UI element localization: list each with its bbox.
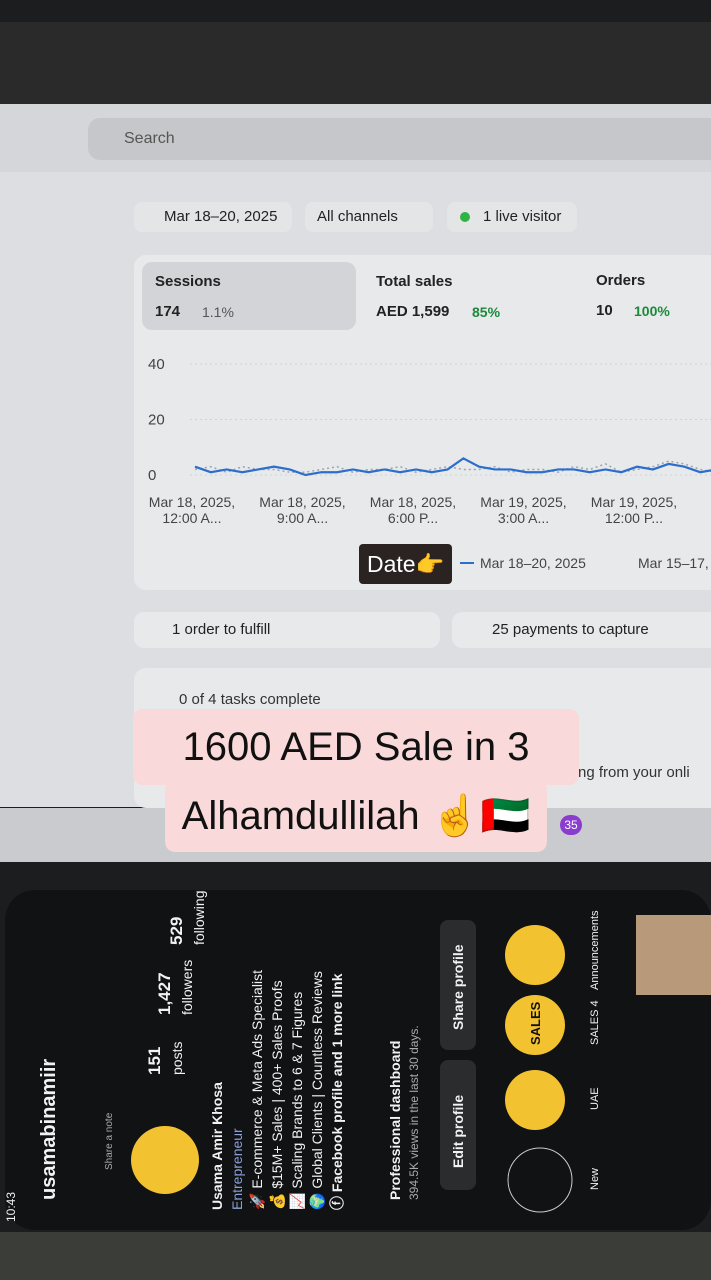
search-text: Search (124, 130, 175, 147)
phone-shadow (0, 1232, 711, 1280)
metric-value: 10 (596, 302, 613, 319)
edit-label: Edit profile (450, 1095, 466, 1168)
highlight-label: Announcements (589, 910, 601, 990)
highlight[interactable] (505, 995, 565, 1055)
highlight-label: New (589, 1168, 601, 1190)
sticker-line: Alhamdullilah ☝️🇦🇪 (165, 780, 547, 852)
phone: 10:43 usamabinamiir Share a note 151 pos… (4, 890, 711, 1230)
highlight-badge: SALES (528, 1001, 543, 1045)
stat-label: followers (179, 960, 195, 1015)
metric-change: 1.1% (202, 304, 234, 320)
legend-current: Mar 18–20, 2025 (480, 555, 586, 571)
y-tick-label: 40 (148, 356, 165, 373)
stat-value: 529 (167, 917, 186, 945)
bio-line: 🌍 Global Clients | Countless Reviews (309, 971, 326, 1210)
tasks-progress: 0 of 4 tasks complete (179, 691, 321, 708)
payments-card[interactable]: 25 payments to capture (452, 612, 711, 648)
highlight-label: UAE (589, 1087, 601, 1110)
time: 10:43 (4, 1192, 18, 1222)
share-label: Share profile (450, 944, 466, 1030)
username: usamabinamiir (38, 1059, 60, 1200)
series-line (194, 460, 711, 474)
stat-value: 151 (145, 1047, 164, 1075)
dashboard[interactable]: Professional dashboard (387, 1041, 403, 1200)
x-tick-label: Mar 19, 2025, 12:00 P... (590, 494, 678, 526)
bio-line: 🚀 E-commerce & Meta Ads Specialist (249, 970, 266, 1210)
chart: 0 20 40 (148, 356, 711, 484)
stat-label: posts (169, 1042, 185, 1075)
photo (636, 915, 711, 995)
avatar[interactable] (131, 1126, 199, 1194)
sticker-line: 1600 AED Sale in 3 Days (133, 709, 579, 845)
metric-change: 100% (634, 303, 670, 319)
highlight[interactable] (505, 1070, 565, 1130)
fulfill-card[interactable]: 1 order to fulfill (134, 612, 440, 648)
x-tick-label: Mar 18, 2025, 6:00 P... (369, 494, 457, 526)
note: Share a note (104, 1112, 115, 1170)
category: Entrepreneur (229, 1128, 245, 1210)
legend-previous: Mar 15–17, (638, 555, 709, 571)
series-line (194, 457, 711, 477)
live-dot (460, 212, 470, 222)
sessions-tile[interactable] (142, 262, 356, 330)
badge: 35 (560, 815, 582, 835)
search-bar[interactable]: Search (88, 118, 711, 160)
bio-link[interactable]: ⓕ Facebook profile and 1 more link (329, 973, 345, 1210)
new-highlight[interactable] (507, 1147, 573, 1213)
highlight-label: SALES 4 (589, 1000, 601, 1045)
phone-body (5, 890, 711, 1230)
bio-line: 📈 Scaling Brands to 6 & 7 Figures (289, 992, 306, 1210)
metric-label: Orders (596, 272, 646, 289)
laptop-bezel (0, 22, 711, 112)
legend-sticker: Date👉 (359, 544, 453, 584)
y-tick-label: 0 (148, 467, 156, 484)
edit-button[interactable] (440, 1060, 476, 1190)
x-tick-label: Mar 19, 2025, 3:00 A... (480, 494, 567, 526)
metric-value: AED 1,599 (376, 303, 450, 320)
metric-label: Total sales (376, 273, 453, 290)
stat-value: 1,427 (155, 972, 174, 1015)
date-chip[interactable]: Mar 18–20, 2025 (134, 202, 292, 232)
share-button[interactable] (440, 920, 476, 1050)
name: Usama Amir Khosa (209, 1082, 225, 1210)
y-tick-label: 20 (148, 412, 165, 429)
metric-value: 174 (155, 303, 181, 320)
channels-chip[interactable]: All channels (305, 202, 433, 232)
x-tick-label: Mar 18, 2025, 12:00 A... (148, 494, 236, 526)
x-tick-label: M (695, 494, 711, 510)
stat-label: following (191, 891, 207, 945)
bio-line: 💰 $15M+ Sales | 400+ Sales Proofs (269, 980, 286, 1210)
legend-swatch (460, 562, 474, 564)
x-tick-label: Mar 18, 2025, 9:00 A... (259, 494, 346, 526)
views: 394.5K views in the last 30 days. (407, 1025, 421, 1200)
tasks-cut: ng from your onli (578, 764, 690, 781)
highlight[interactable] (505, 925, 565, 985)
metric-change: 85% (472, 304, 501, 320)
metric-label: Sessions (155, 273, 221, 290)
